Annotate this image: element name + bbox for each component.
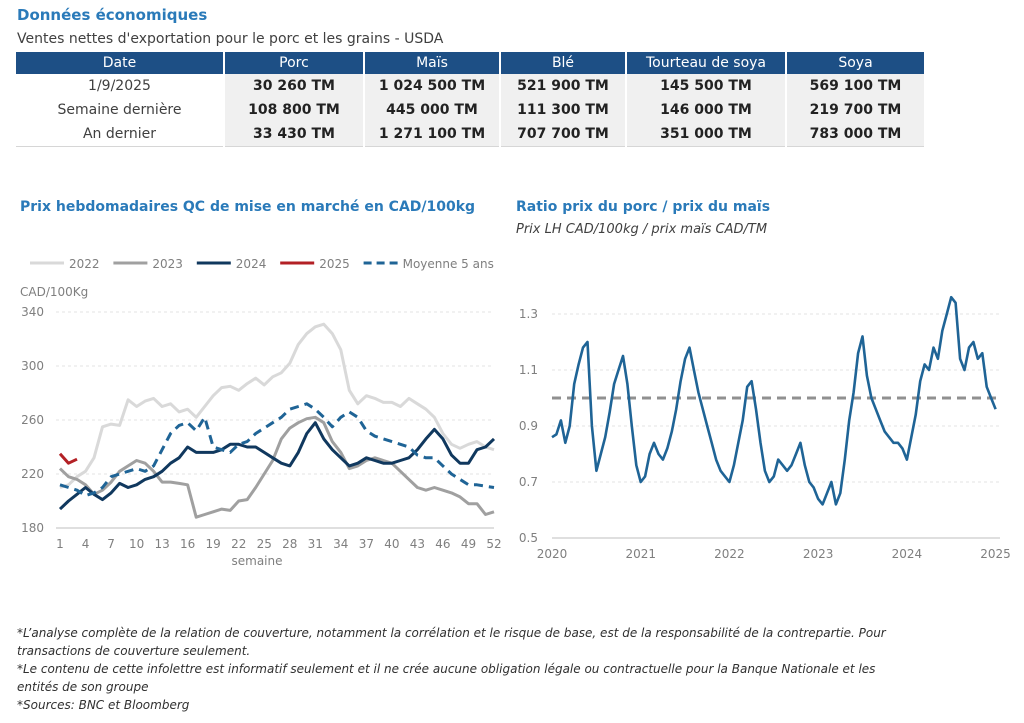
footnote: *Sources: BNC et Bloomberg xyxy=(17,698,190,712)
x-tick-label: 2023 xyxy=(803,547,834,561)
legend-label: 2025 xyxy=(319,257,350,271)
table-cell: 1 024 500 TM xyxy=(363,74,500,98)
table-cell: 351 000 TM xyxy=(625,122,786,147)
x-tick-label: 1 xyxy=(56,537,64,551)
x-tick-label: 43 xyxy=(410,537,425,551)
footnote: *Le contenu de cette infolettre est info… xyxy=(17,662,876,694)
table-row: 1/9/2025 30 260 TM 1 024 500 TM 521 900 … xyxy=(16,74,924,98)
y-tick-label: 0.5 xyxy=(519,531,538,545)
y-tick-label: 0.9 xyxy=(519,419,538,433)
legend-label: 2022 xyxy=(69,257,100,271)
hog-corn-ratio-chart: 0.5 0.7 0.9 1.1 1.3 2020 2021 2022 2023 2024 2025 xyxy=(519,295,1011,561)
series-line-2023 xyxy=(58,415,495,519)
table-cell: 1 271 100 TM xyxy=(363,122,500,147)
left-chart-title: Prix hebdomadaires QC de mise en marché … xyxy=(20,199,476,215)
table-header-row: Date Porc Maïs Blé Tourteau de soya Soya xyxy=(16,52,924,74)
right-chart-subtitle: Prix LH CAD/100kg / prix maïs CAD/TM xyxy=(516,222,768,237)
x-tick-label: 16 xyxy=(180,537,195,551)
series-line-2024 xyxy=(58,421,496,511)
legend-item-moyenne-5-ans: Moyenne 5 ans xyxy=(363,257,494,271)
x-tick-label: 28 xyxy=(282,537,297,551)
right-chart-title: Ratio prix du porc / prix du maïs xyxy=(516,199,771,215)
table-cell: 30 260 TM xyxy=(223,74,364,98)
series-line-2022 xyxy=(59,322,495,489)
series-line-2025 xyxy=(58,452,78,465)
column-header: Soya xyxy=(786,52,924,74)
x-tick-label: 2024 xyxy=(892,547,923,561)
column-header: Porc xyxy=(224,52,365,74)
column-header: Maïs xyxy=(364,52,501,74)
y-tick-label: 340 xyxy=(21,305,44,319)
table-cell: 33 430 TM xyxy=(223,122,364,147)
section-title: Données économiques xyxy=(17,6,208,24)
series-line-ratio xyxy=(551,295,997,506)
table-cell: 111 300 TM xyxy=(499,98,626,122)
x-tick-label: 52 xyxy=(486,537,501,551)
y-tick-label: 0.7 xyxy=(519,475,538,489)
y-tick-label: 1.3 xyxy=(519,307,538,321)
table-cell: 108 800 TM xyxy=(223,98,364,122)
x-tick-label: 2025 xyxy=(980,547,1011,561)
x-tick-label: 34 xyxy=(333,537,348,551)
series-line-moyenne-5-ans xyxy=(59,402,495,498)
column-header: Date xyxy=(16,52,225,74)
legend-item-2023: 2023 xyxy=(113,257,183,271)
x-tick-label: 4 xyxy=(82,537,90,551)
x-tick-label: 49 xyxy=(461,537,476,551)
footnotes: *L’analyse complète de la relation de co… xyxy=(17,624,897,714)
column-header: Blé xyxy=(500,52,627,74)
row-label: 1/9/2025 xyxy=(16,74,224,98)
x-tick-label: 2020 xyxy=(537,547,568,561)
y-tick-label: 300 xyxy=(21,359,44,373)
x-axis-label: semaine xyxy=(232,554,283,568)
table-cell: 569 100 TM xyxy=(785,74,924,98)
legend-label: 2023 xyxy=(152,257,183,271)
x-tick-label: 7 xyxy=(107,537,115,551)
table-subtitle: Ventes nettes d'exportation pour le porc… xyxy=(17,31,444,47)
table-cell: 146 000 TM xyxy=(625,98,786,122)
table-row: Semaine dernière 108 800 TM 445 000 TM 1… xyxy=(16,98,924,122)
y-tick-label: 260 xyxy=(21,413,44,427)
y-tick-label: 1.1 xyxy=(519,363,538,377)
exports-table: Date Porc Maïs Blé Tourteau de soya Soya… xyxy=(16,52,924,147)
y-tick-label: 180 xyxy=(21,521,44,535)
table-cell: 521 900 TM xyxy=(499,74,626,98)
legend-item-2024: 2024 xyxy=(196,257,267,271)
x-tick-label: 13 xyxy=(154,537,169,551)
x-tick-label: 2022 xyxy=(714,547,745,561)
x-tick-label: 25 xyxy=(257,537,272,551)
table-cell: 145 500 TM xyxy=(625,74,786,98)
legend-label: 2024 xyxy=(236,257,267,271)
table-row: An dernier 33 430 TM 1 271 100 TM 707 70… xyxy=(16,122,924,147)
x-tick-label: 19 xyxy=(206,537,221,551)
table-cell: 445 000 TM xyxy=(363,98,500,122)
legend-item-2022: 2022 xyxy=(30,257,100,271)
legend-item-2025: 2025 xyxy=(280,257,350,271)
legend-label: Moyenne 5 ans xyxy=(403,257,494,271)
y-tick-label: 220 xyxy=(21,467,44,481)
y-axis-label: CAD/100Kg xyxy=(20,285,88,299)
x-tick-label: 40 xyxy=(384,537,399,551)
row-label: Semaine dernière xyxy=(16,98,224,122)
x-tick-label: 10 xyxy=(129,537,144,551)
column-header: Tourteau de soya xyxy=(626,52,787,74)
footnote: *L’analyse complète de la relation de co… xyxy=(17,626,886,658)
weekly-price-chart: 2022 2023 2024 2025 Moyenne 5 ans CAD/100Kg 18… xyxy=(20,257,502,568)
x-tick-label: 22 xyxy=(231,537,246,551)
table-cell: 707 700 TM xyxy=(499,122,626,147)
table-cell: 783 000 TM xyxy=(785,122,924,147)
x-tick-label: 37 xyxy=(359,537,374,551)
row-label: An dernier xyxy=(16,122,224,147)
x-tick-label: 31 xyxy=(308,537,323,551)
x-tick-label: 46 xyxy=(435,537,450,551)
table-cell: 219 700 TM xyxy=(785,98,924,122)
x-tick-label: 2021 xyxy=(625,547,656,561)
